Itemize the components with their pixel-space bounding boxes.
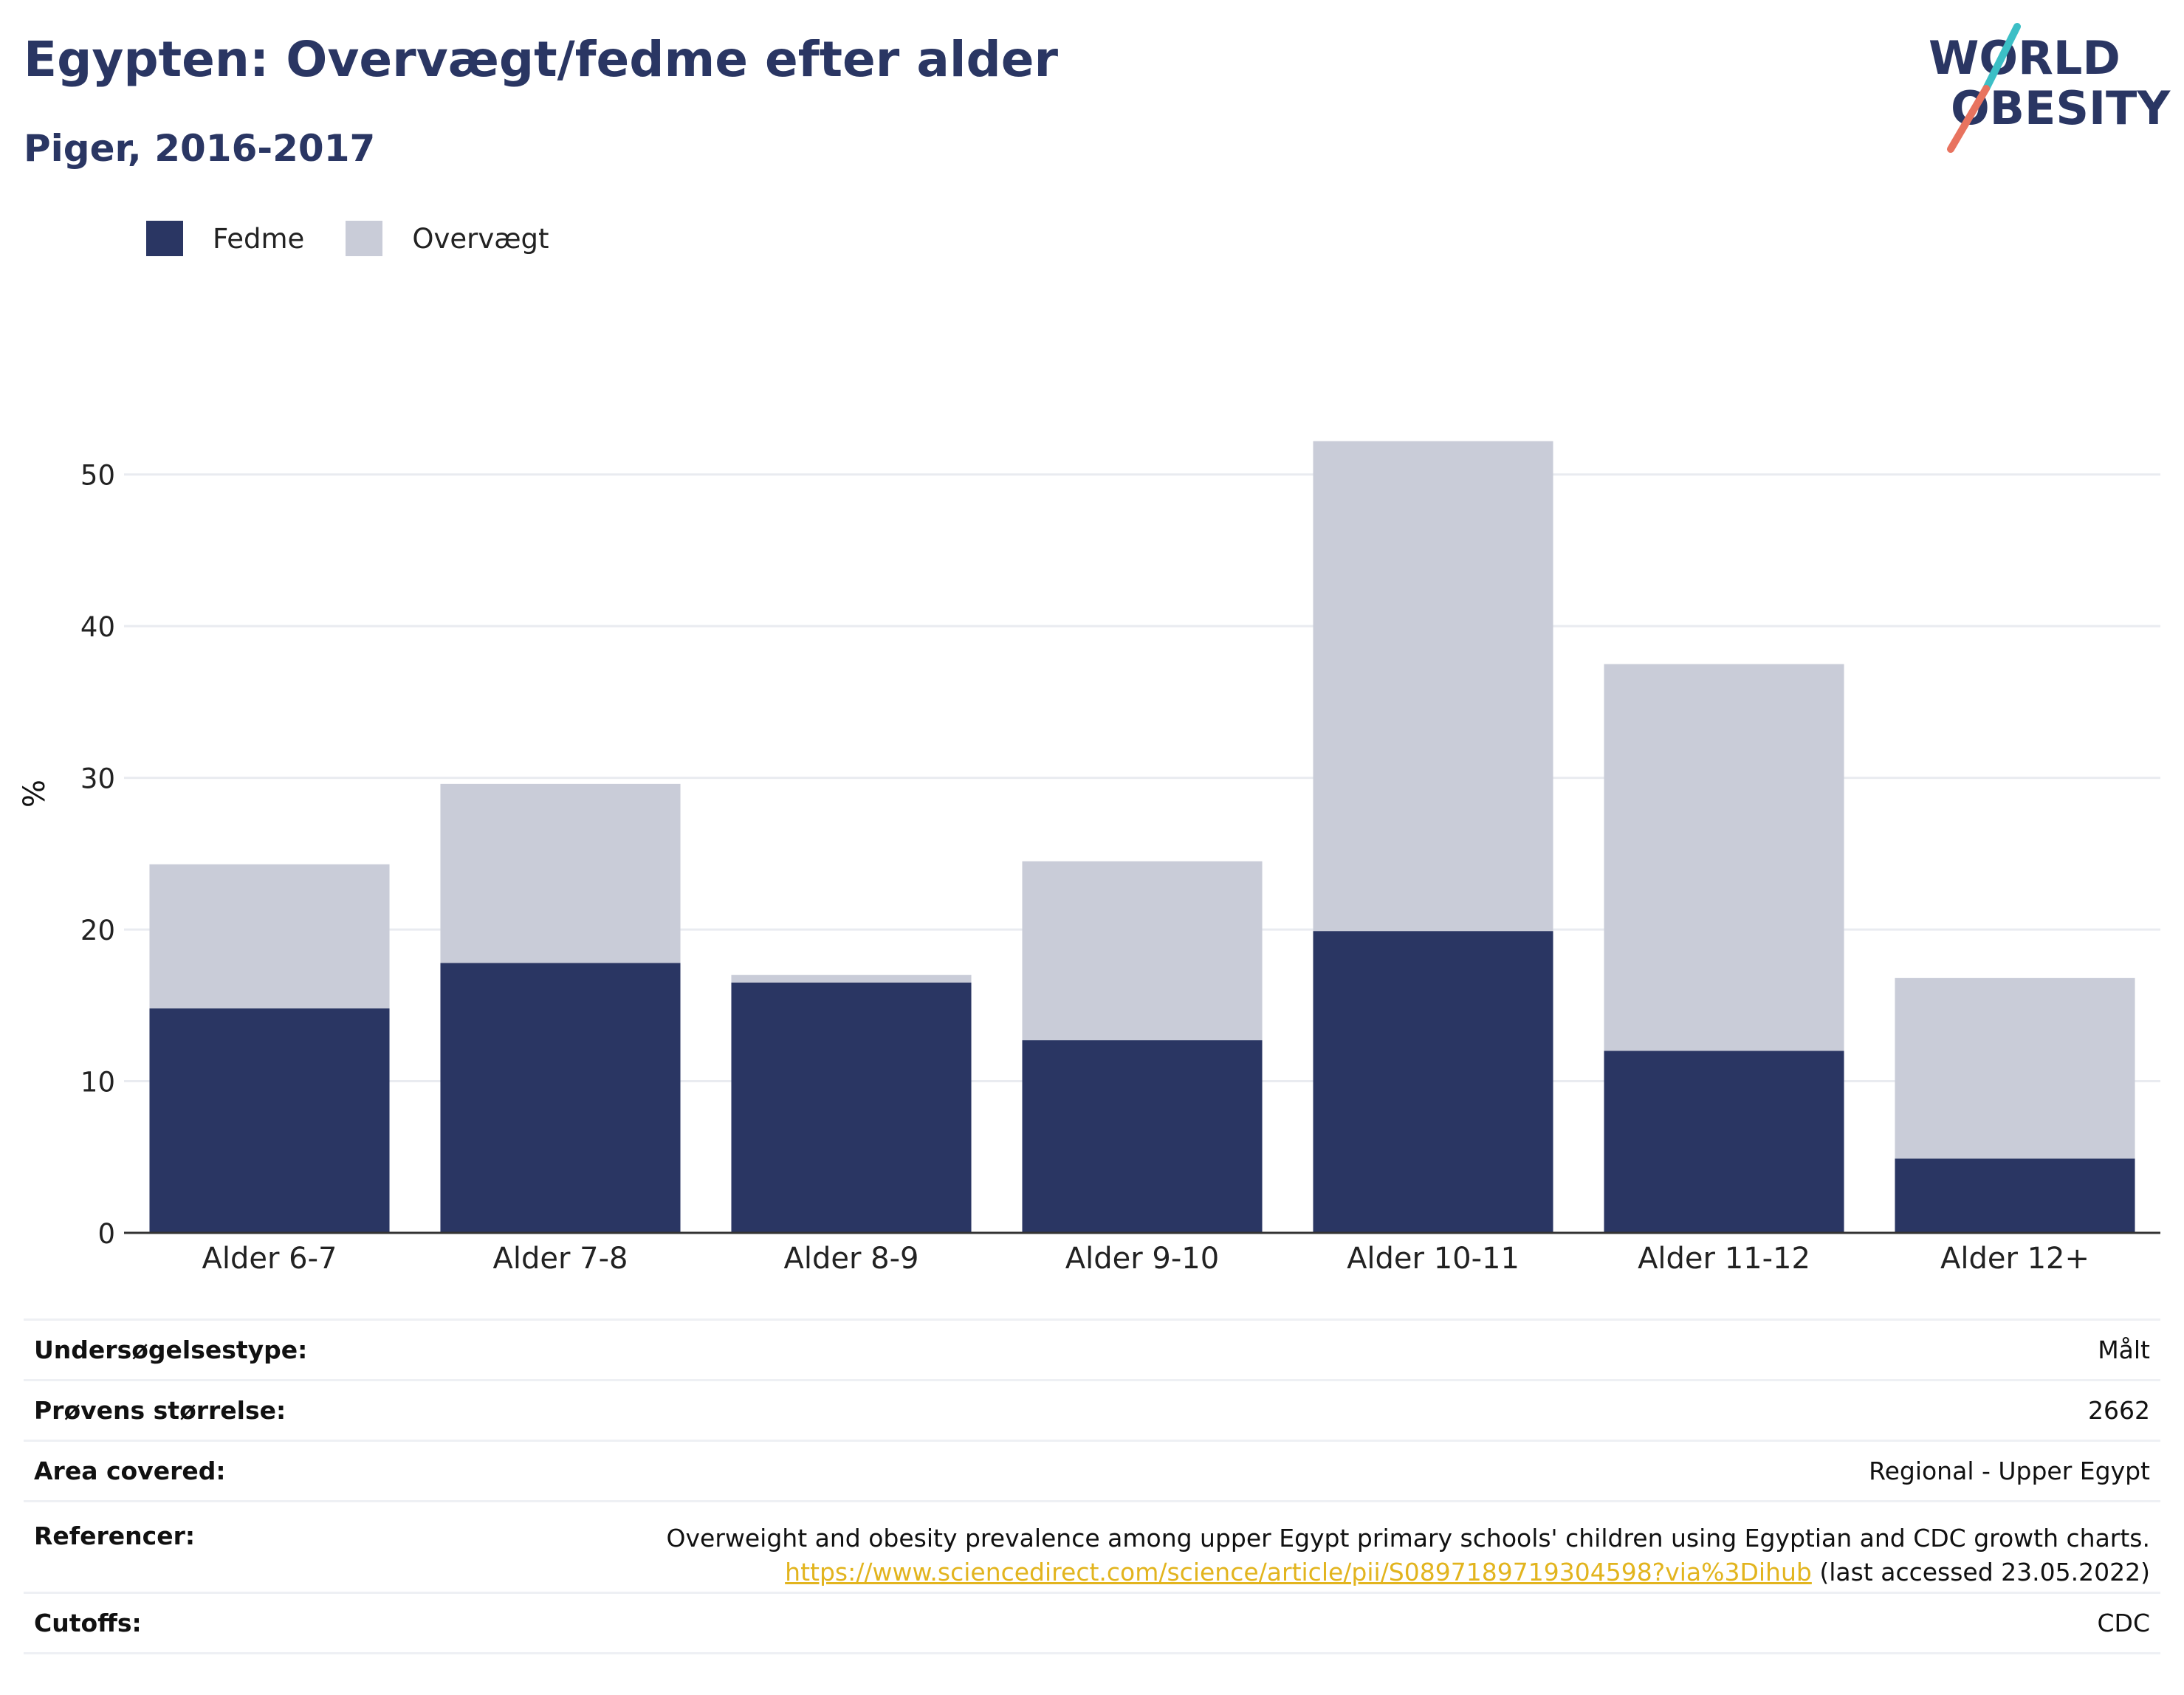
survey-type-value: Målt [2098,1335,2150,1364]
y-tick-label: 50 [80,460,115,492]
y-axis-label: % [18,780,52,808]
bar-overvaegt-7[interactable] [1895,977,2135,1159]
x-tick-label: Alder 11-12 [1638,1242,1810,1276]
logo-slash-top [1982,23,2021,92]
bar-fedme-7[interactable] [1895,1158,2135,1233]
page-title: Egypten: Overvægt/fedme efter alder [24,31,1059,88]
x-tick-label: Alder 10-11 [1347,1242,1519,1276]
logo-text-world: WORLD [1929,31,2121,85]
references-value: Overweight and obesity prevalence among … [667,1522,2150,1589]
info-row-cutoffs: Cutoffs: CDC [24,1592,2160,1652]
bar-fedme-5[interactable] [1313,931,1553,1233]
legend-item-overvaegt[interactable]: Overvægt [346,221,549,256]
legend-item-fedme[interactable]: Fedme [146,221,304,256]
bar-overvaegt-5[interactable] [1313,441,1553,932]
info-table-bottom-border [24,1652,2160,1654]
info-row-area-covered: Area covered: Regional - Upper Egypt [24,1440,2160,1500]
references-accessed: (last accessed 23.05.2022) [1819,1558,2150,1586]
area-covered-value: Regional - Upper Egypt [1869,1457,2150,1485]
x-axis-ticks: Alder 6-7 Alder 7-8 Alder 8-9 Alder 9-10 Ald… [202,1242,2090,1276]
references-link-line: https://www.sciencedirect.com/science/ar… [667,1555,2150,1589]
x-tick-label: Alder 12+ [1940,1242,2089,1276]
x-tick-label: Alder 7-8 [493,1242,628,1276]
y-axis-ticks: 0 10 20 30 40 50 [80,460,115,1250]
x-tick-label: Alder 8-9 [784,1242,919,1276]
y-tick-label: 10 [80,1067,115,1099]
references-text: Overweight and obesity prevalence among … [666,1524,2150,1553]
y-tick-label: 40 [80,611,115,643]
sample-size-label: Prøvens størrelse: [34,1396,286,1425]
chart-legend: Fedme Overvægt [146,220,591,257]
bar-fedme-6[interactable] [1604,1051,1844,1233]
cutoffs-value: CDC [2097,1609,2151,1637]
cutoffs-label: Cutoffs: [34,1609,142,1637]
y-tick-label: 30 [80,763,115,795]
x-tick-label: Alder 9-10 [1065,1242,1219,1276]
survey-info-table: Undersøgelsestype: Målt Prøvens størrels… [24,1318,2160,1654]
logo-slash-bottom [1947,85,1990,153]
world-obesity-logo: WORLD OBESITY [1929,23,2171,153]
legend-label-overvaegt: Overvægt [412,222,549,255]
page-subtitle: Piger, 2016-2017 [24,127,376,170]
bar-overvaegt-6[interactable] [1604,664,1844,1051]
x-tick-label: Alder 6-7 [202,1242,337,1276]
bar-overvaegt-3[interactable] [731,974,972,983]
legend-swatch-overvaegt [346,221,383,256]
bar-fedme-2[interactable] [440,963,681,1233]
reference-link[interactable]: https://www.sciencedirect.com/science/ar… [785,1558,1812,1586]
survey-type-label: Undersøgelsestype: [34,1335,308,1364]
bar-overvaegt-2[interactable] [440,783,681,963]
bar-overvaegt-1[interactable] [149,864,390,1008]
area-covered-label: Area covered: [34,1457,226,1485]
legend-swatch-fedme [146,221,183,256]
bar-fedme-3[interactable] [731,983,972,1233]
info-row-references: Referencer: Overweight and obesity preva… [24,1500,2160,1592]
chart-bars [149,441,2135,1233]
references-label: Referencer: [34,1522,196,1550]
bar-overvaegt-4[interactable] [1022,861,1263,1041]
legend-label-fedme: Fedme [213,222,305,255]
y-tick-label: 0 [97,1218,115,1250]
info-row-sample-size: Prøvens størrelse: 2662 [24,1379,2160,1440]
bar-fedme-4[interactable] [1022,1040,1263,1233]
y-tick-label: 20 [80,915,115,946]
bar-fedme-1[interactable] [149,1008,390,1233]
info-row-survey-type: Undersøgelsestype: Målt [24,1318,2160,1379]
sample-size-value: 2662 [2088,1396,2150,1425]
